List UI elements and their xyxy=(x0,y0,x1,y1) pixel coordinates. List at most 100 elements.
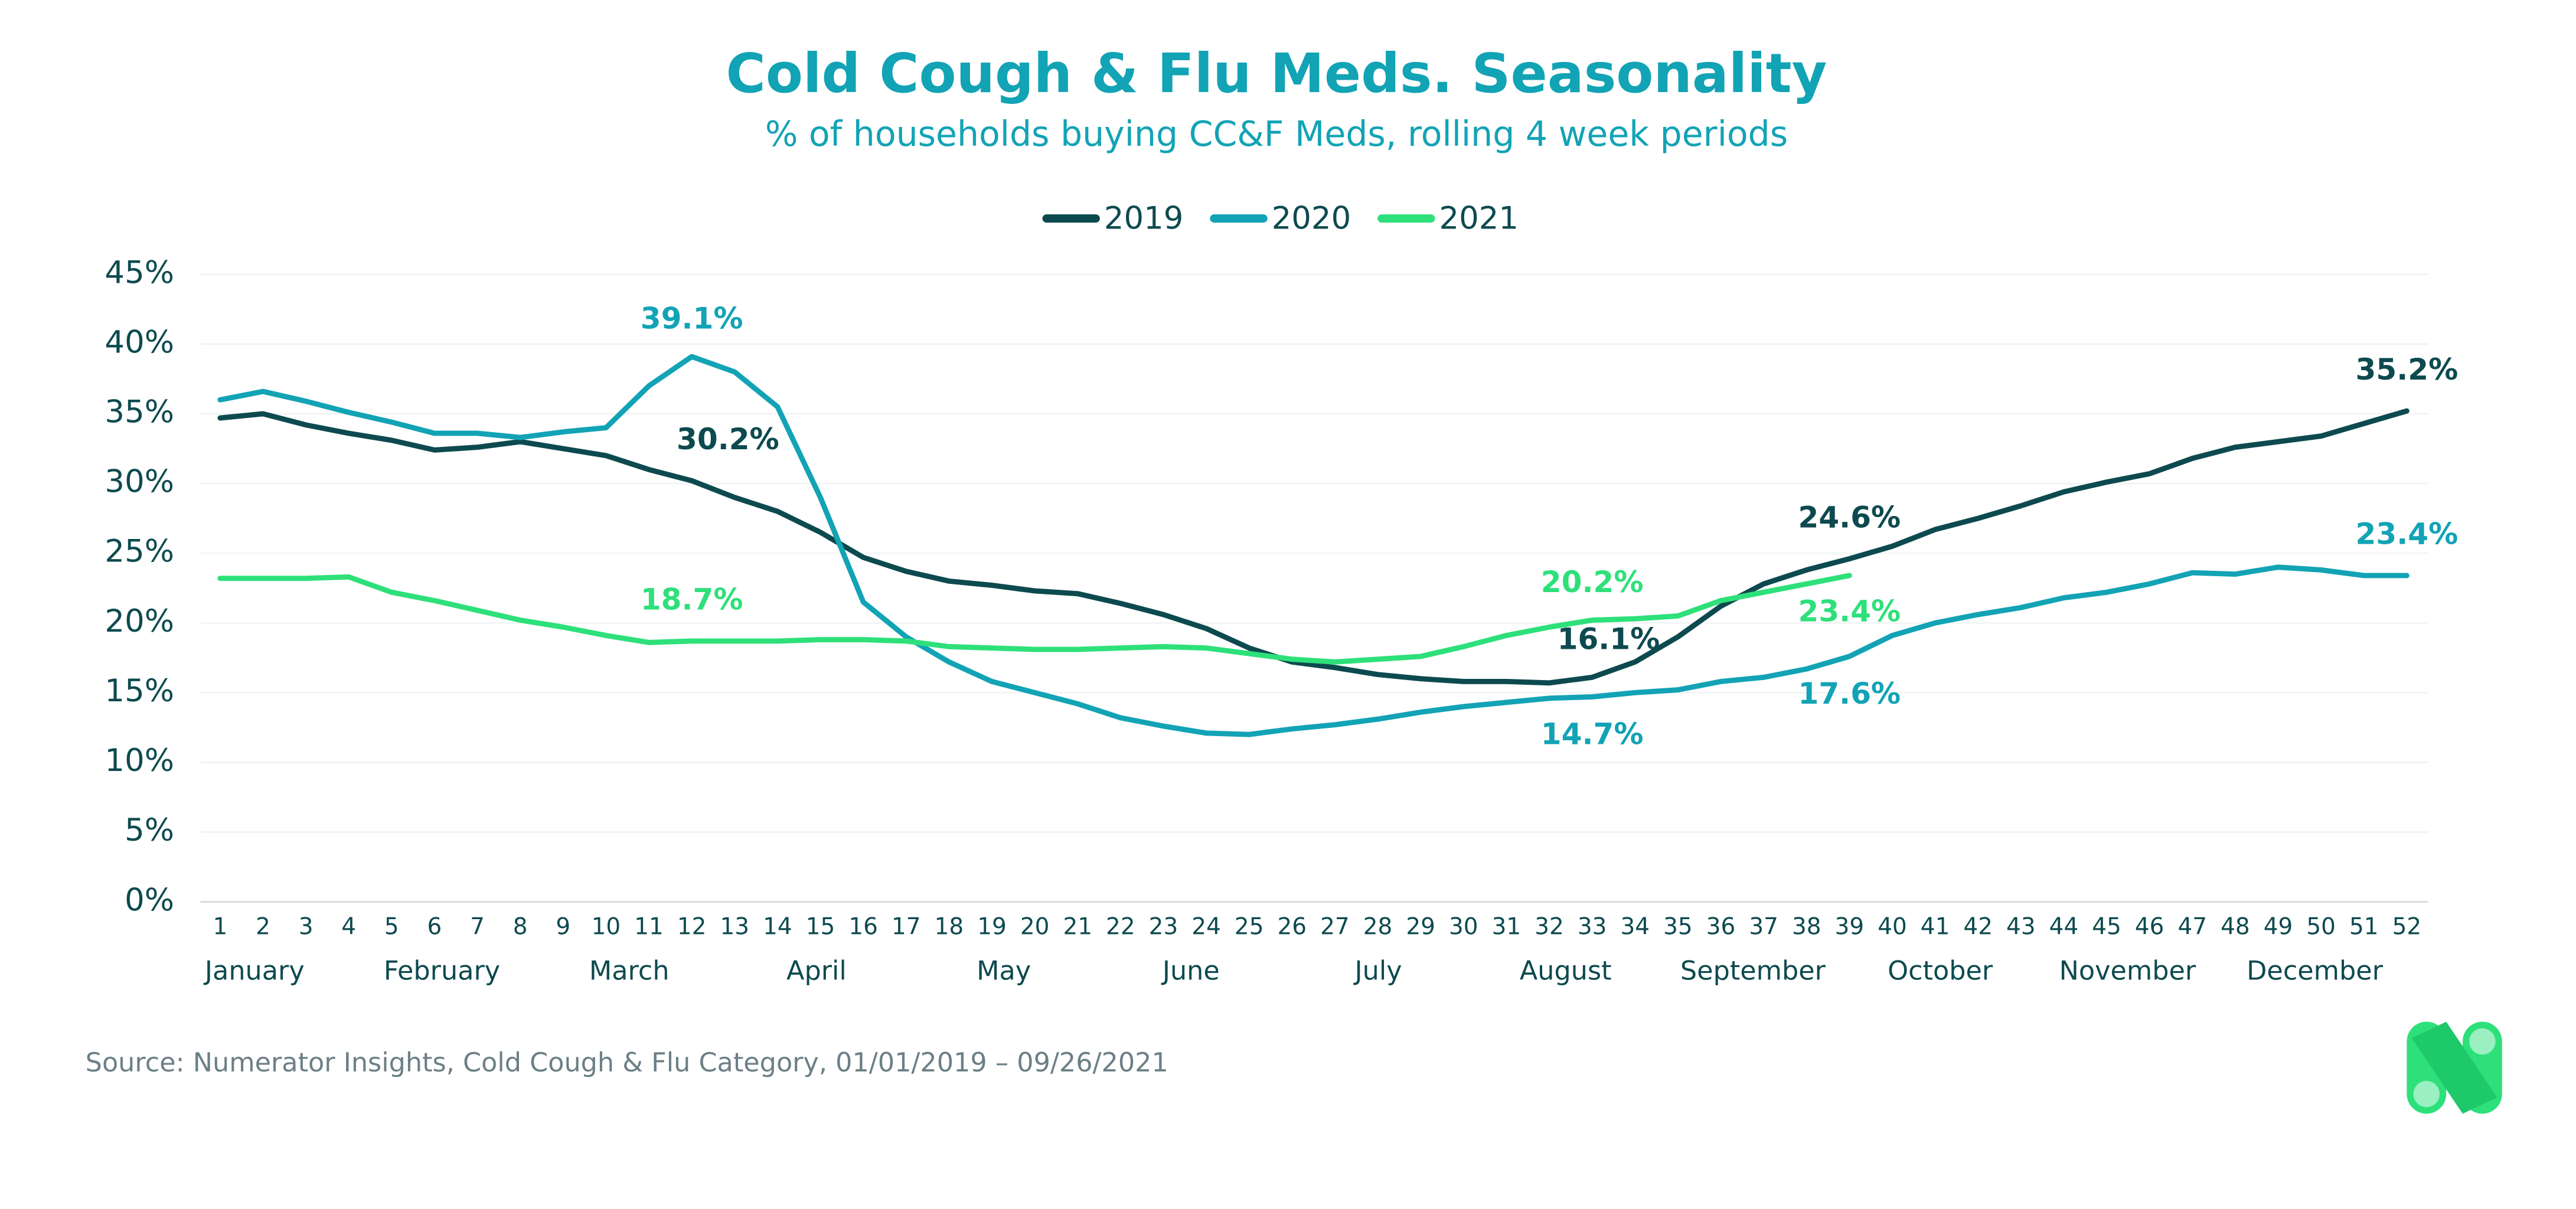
y-tick-label: 45% xyxy=(105,254,174,290)
data-label: 20.2% xyxy=(1541,565,1644,599)
logo-dot xyxy=(2413,1080,2440,1107)
x-tick-label: 20 xyxy=(1020,914,1050,940)
x-tick-label: 18 xyxy=(935,914,964,940)
x-tick-label: 45 xyxy=(2092,914,2121,940)
month-label: September xyxy=(1680,956,1826,986)
x-tick-label: 34 xyxy=(1620,914,1650,940)
x-tick-label: 40 xyxy=(1878,914,1907,940)
y-tick-label: 5% xyxy=(125,812,174,848)
x-tick-label: 17 xyxy=(892,914,921,940)
x-tick-label: 50 xyxy=(2306,914,2336,940)
data-label: 39.1% xyxy=(641,301,743,335)
source-note: Source: Numerator Insights, Cold Cough &… xyxy=(86,1048,1168,1078)
data-label: 17.6% xyxy=(1798,677,1901,711)
x-tick-label: 25 xyxy=(1235,914,1264,940)
series-line xyxy=(217,408,2410,686)
x-tick-label: 24 xyxy=(1191,914,1221,940)
x-tick-label: 37 xyxy=(1749,914,1778,940)
x-tick-label: 14 xyxy=(763,914,792,940)
x-tick-label: 19 xyxy=(977,914,1007,940)
y-tick-label: 35% xyxy=(105,394,174,430)
month-label: August xyxy=(1520,956,1612,986)
x-tick-label: 46 xyxy=(2135,914,2164,940)
x-tick-label: 6 xyxy=(427,914,442,940)
x-tick-label: 27 xyxy=(1320,914,1350,940)
data-label: 23.4% xyxy=(2356,517,2459,551)
x-tick-label: 26 xyxy=(1278,914,1307,940)
data-label: 23.4% xyxy=(1798,594,1901,628)
x-tick-label: 1 xyxy=(213,914,227,940)
x-tick-label: 3 xyxy=(299,914,314,940)
x-tick-label: 32 xyxy=(1535,914,1564,940)
x-tick-label: 41 xyxy=(1921,914,1950,940)
x-tick-label: 11 xyxy=(634,914,664,940)
x-tick-label: 36 xyxy=(1706,914,1736,940)
x-tick-label: 47 xyxy=(2178,914,2208,940)
y-tick-label: 30% xyxy=(105,464,174,500)
x-tick-label: 33 xyxy=(1578,914,1607,940)
chart-subtitle: % of households buying CC&F Meds, rollin… xyxy=(765,114,1788,154)
data-label: 18.7% xyxy=(641,583,743,617)
x-tick-label: 9 xyxy=(556,914,570,940)
x-tick-label: 28 xyxy=(1363,914,1393,940)
y-tick-label: 25% xyxy=(105,534,174,570)
x-tick-label: 31 xyxy=(1492,914,1522,940)
x-tick-label: 52 xyxy=(2392,914,2422,940)
x-tick-label: 22 xyxy=(1106,914,1135,940)
data-label: 14.7% xyxy=(1541,717,1644,751)
y-tick-label: 0% xyxy=(125,882,174,918)
logo xyxy=(2407,1021,2502,1114)
x-tick-label: 48 xyxy=(2221,914,2250,940)
legend-label: 2020 xyxy=(1272,201,1351,237)
x-tick-label: 4 xyxy=(341,914,356,940)
x-tick-label: 13 xyxy=(720,914,750,940)
data-label: 35.2% xyxy=(2356,352,2459,387)
x-tick-label: 38 xyxy=(1792,914,1821,940)
month-label: December xyxy=(2247,956,2384,986)
data-label: 24.6% xyxy=(1798,500,1901,534)
y-tick-label: 40% xyxy=(105,324,174,360)
x-tick-label: 44 xyxy=(2049,914,2079,940)
y-tick-label: 10% xyxy=(105,743,174,779)
x-tick-label: 10 xyxy=(592,914,621,940)
legend-label: 2021 xyxy=(1439,201,1519,237)
logo-dot xyxy=(2469,1028,2496,1055)
x-tick-label: 15 xyxy=(806,914,835,940)
data-label: 16.1% xyxy=(1558,622,1660,656)
month-label: October xyxy=(1888,956,1993,986)
y-tick-label: 20% xyxy=(105,603,174,639)
x-tick-label: 30 xyxy=(1449,914,1478,940)
x-tick-label: 51 xyxy=(2349,914,2379,940)
x-tick-label: 8 xyxy=(513,914,528,940)
month-label: April xyxy=(786,956,847,986)
month-label: November xyxy=(2059,956,2196,986)
y-tick-label: 15% xyxy=(105,673,174,709)
x-tick-label: 29 xyxy=(1406,914,1435,940)
x-tick-label: 16 xyxy=(848,914,878,940)
month-label: February xyxy=(384,956,500,986)
logo-diagonal xyxy=(2411,1021,2497,1114)
x-tick-label: 39 xyxy=(1835,914,1865,940)
month-label: June xyxy=(1161,956,1220,986)
x-tick-label: 42 xyxy=(1963,914,1993,940)
x-tick-label: 43 xyxy=(2006,914,2036,940)
series-line xyxy=(217,573,1852,665)
x-tick-label: 7 xyxy=(470,914,485,940)
series-line xyxy=(217,354,2410,737)
x-tick-label: 2 xyxy=(256,914,270,940)
chart-title: Cold Cough & Flu Meds. Seasonality xyxy=(726,42,1827,105)
x-tick-label: 49 xyxy=(2264,914,2293,940)
month-label: May xyxy=(977,956,1031,986)
month-label: March xyxy=(589,956,670,986)
legend-label: 2019 xyxy=(1104,201,1184,237)
x-tick-label: 35 xyxy=(1663,914,1693,940)
month-label: January xyxy=(203,956,305,986)
month-label: July xyxy=(1353,956,1402,986)
x-tick-label: 12 xyxy=(677,914,707,940)
x-tick-label: 21 xyxy=(1063,914,1092,940)
x-tick-label: 23 xyxy=(1149,914,1178,940)
data-label: 30.2% xyxy=(677,422,779,456)
x-tick-label: 5 xyxy=(384,914,399,940)
